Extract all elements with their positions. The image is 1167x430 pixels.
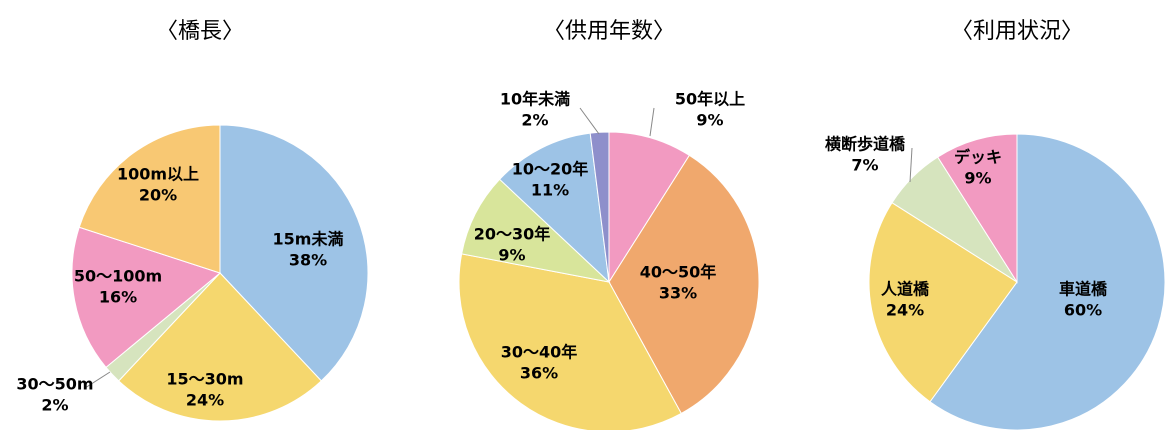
slice-label: 50～100m [74, 267, 162, 286]
slice-label: 20～30年 [474, 225, 551, 244]
slice-label: 15m未満 [273, 230, 344, 249]
slice-label: 30～40年 [501, 343, 578, 362]
pie-slice [589, 131, 610, 283]
leader-line [649, 107, 655, 137]
slice-value-label: 24% [886, 301, 924, 320]
slice-label: 10～20年 [512, 160, 589, 179]
slice-value-label: 24% [186, 391, 224, 410]
pie-slice [868, 202, 1018, 403]
slice-value-label: 7% [851, 156, 878, 175]
slice-value-label: 36% [520, 364, 558, 383]
slice-value-label: 11% [531, 181, 569, 200]
chart-title: 〈利用状況〉 [951, 19, 1083, 44]
pie-slice [219, 124, 369, 382]
slice-label: 40～50年 [640, 263, 717, 282]
pie-slice [117, 272, 323, 422]
slice-label: デッキ [954, 148, 1002, 167]
slice-label: 30～50m [16, 375, 93, 394]
pie-slice [71, 226, 222, 369]
pie-slice [937, 133, 1018, 284]
slice-label: 15～30m [166, 370, 243, 389]
pie-slice [608, 131, 691, 284]
pie-slice [458, 253, 682, 430]
slice-value-label: 20% [139, 186, 177, 205]
slice-value-label: 9% [498, 246, 525, 265]
leader-line [579, 107, 600, 135]
pie-slice [929, 133, 1166, 430]
slice-label: 100m以上 [117, 165, 199, 184]
leader-line [909, 147, 913, 183]
chart-title: 〈橋長〉 [156, 19, 244, 44]
pie-slice [498, 132, 610, 284]
slice-label: 車道橋 [1059, 280, 1108, 299]
chart-title: 〈供用年数〉 [543, 19, 675, 44]
slice-label: 10年未満 [500, 90, 570, 109]
pie-slice [461, 178, 611, 283]
slice-label: 人道橋 [881, 280, 930, 299]
slice-value-label: 2% [41, 396, 68, 415]
slice-value-label: 9% [696, 111, 723, 130]
pie-slice [608, 154, 760, 415]
slice-value-label: 38% [289, 251, 327, 270]
slice-label: 横断歩道橋 [825, 135, 906, 154]
slice-value-label: 60% [1064, 301, 1102, 320]
slice-value-label: 9% [964, 169, 991, 188]
leader-line [84, 371, 111, 389]
pie-slice [78, 124, 221, 274]
slice-value-label: 2% [521, 111, 548, 130]
slice-value-label: 33% [659, 284, 697, 303]
slice-value-label: 16% [99, 288, 137, 307]
slice-label: 50年以上 [675, 90, 745, 109]
